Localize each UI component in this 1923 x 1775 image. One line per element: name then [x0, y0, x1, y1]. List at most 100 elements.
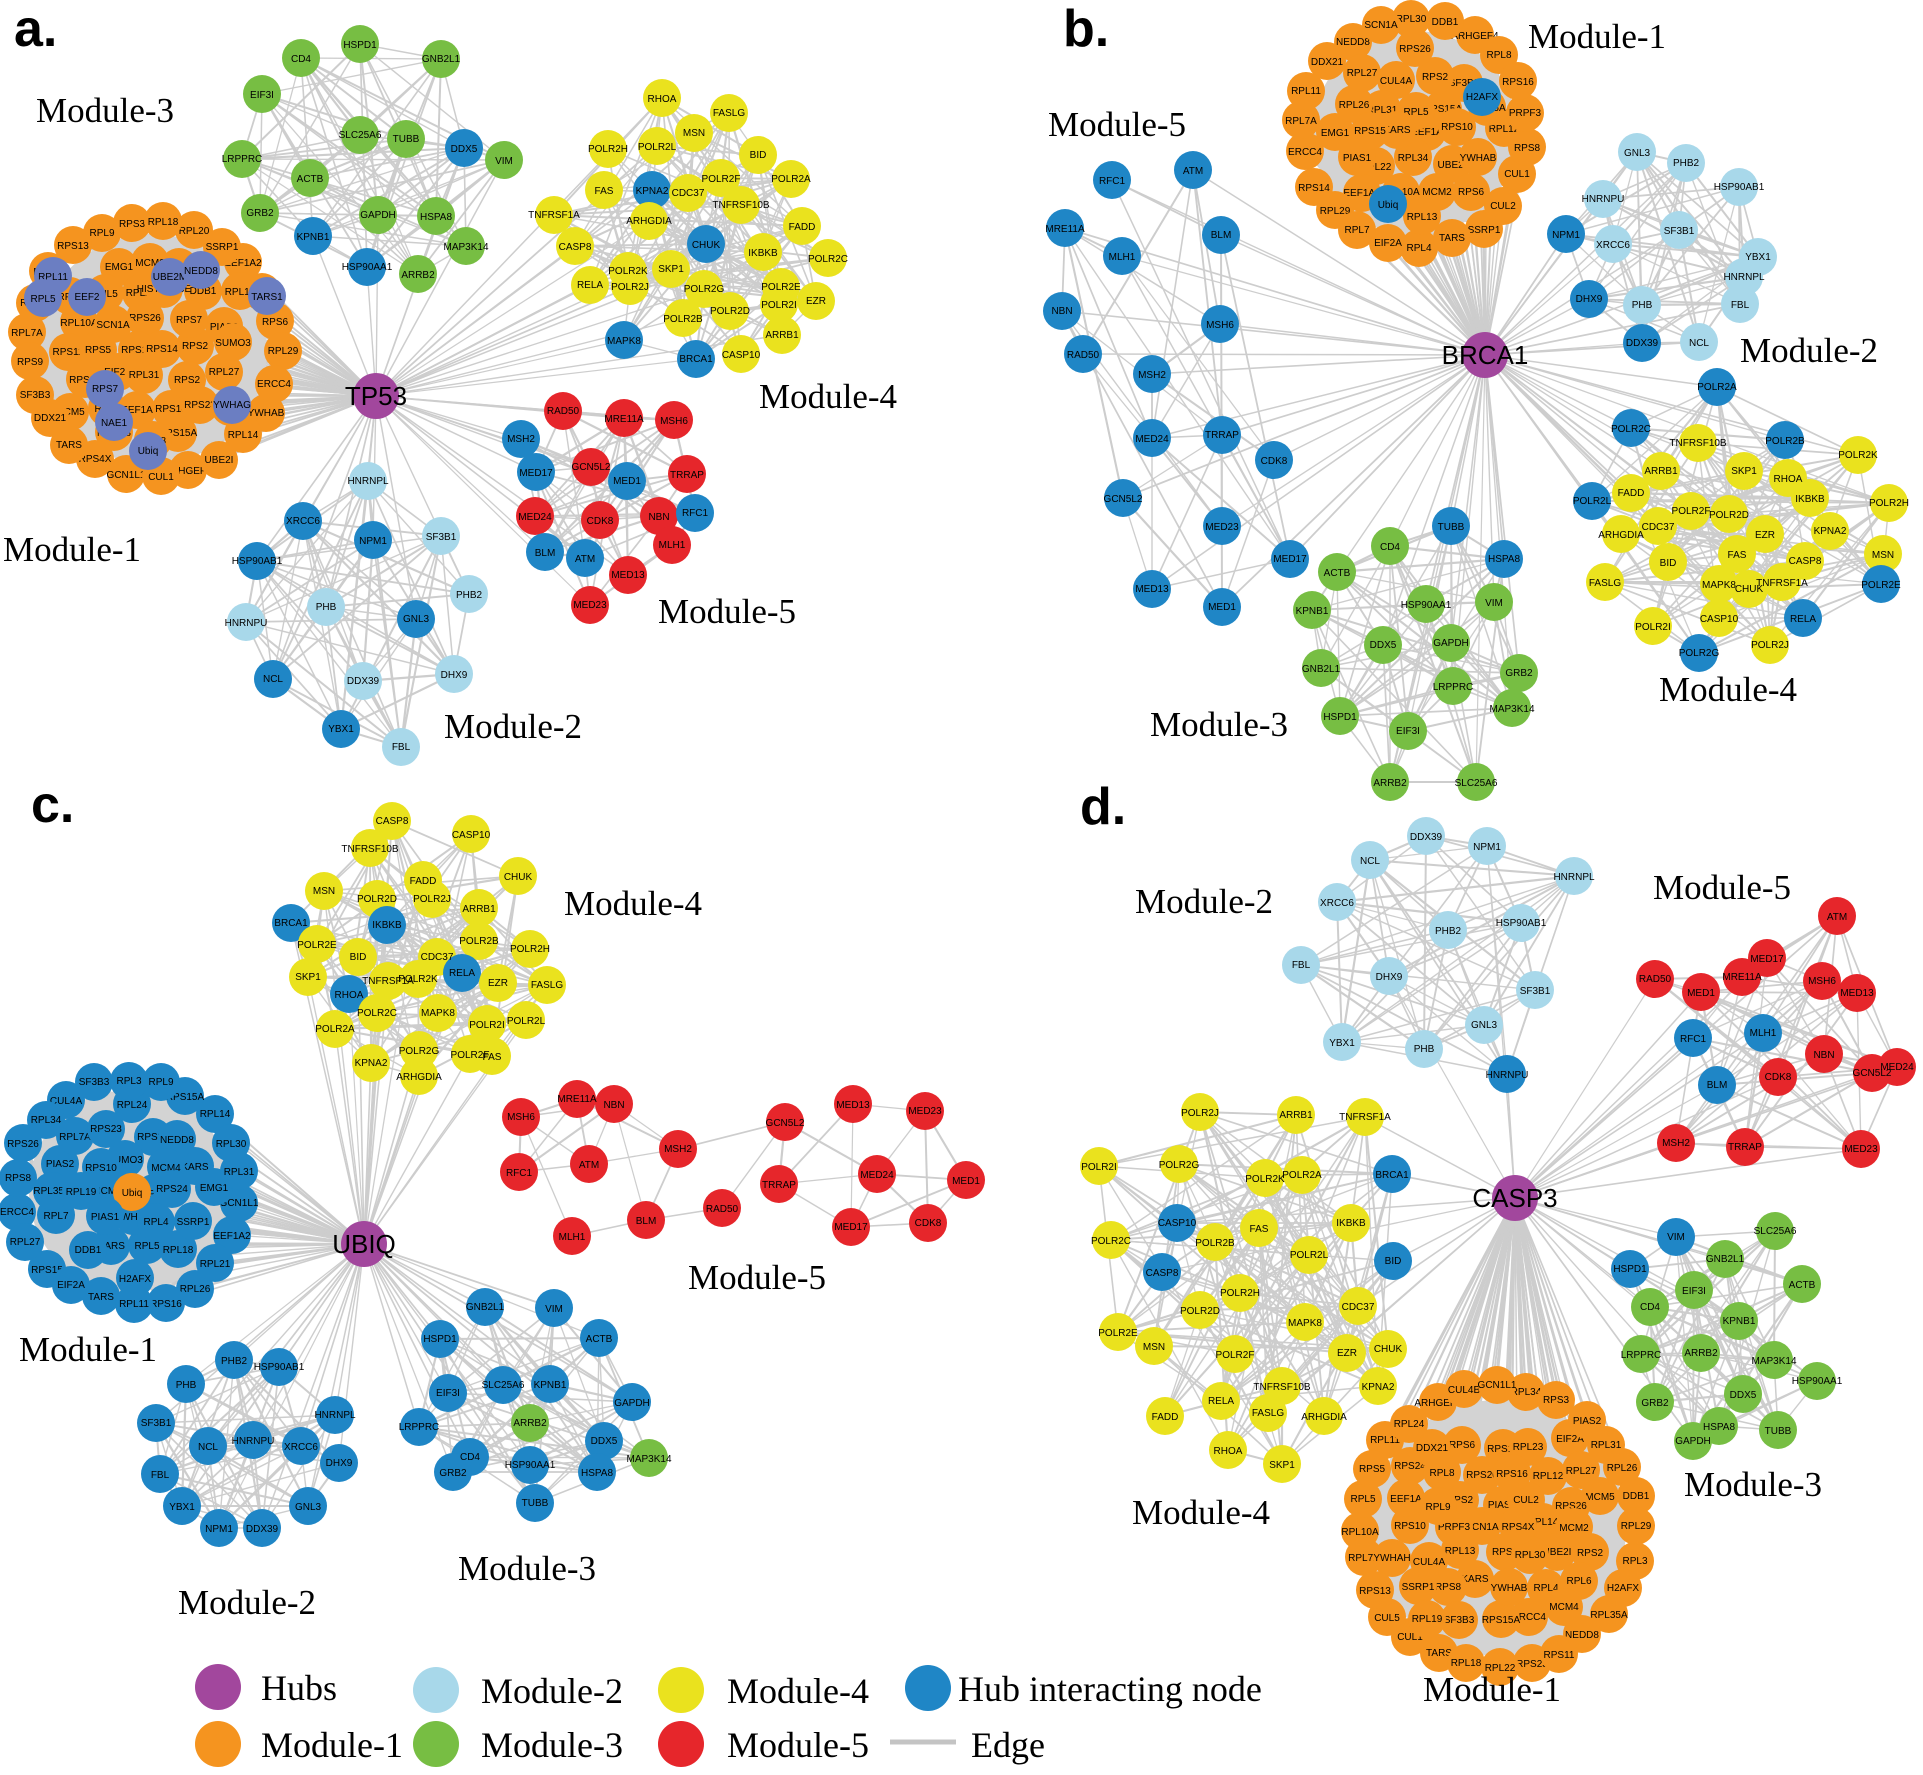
svg-text:RAD50: RAD50: [706, 1204, 739, 1215]
svg-text:MED17: MED17: [1273, 554, 1307, 565]
svg-text:FBL: FBL: [151, 1470, 170, 1481]
svg-text:VIM: VIM: [545, 1304, 563, 1315]
svg-text:RPS2: RPS2: [182, 341, 209, 352]
svg-text:ARRB1: ARRB1: [1279, 1110, 1313, 1121]
svg-text:c.: c.: [31, 776, 74, 834]
svg-text:POLR2B: POLR2B: [663, 314, 703, 325]
svg-text:SF3B1: SF3B1: [1664, 226, 1695, 237]
svg-text:FADD: FADD: [1618, 488, 1645, 499]
svg-text:CUL2: CUL2: [1490, 201, 1516, 212]
svg-text:CUL4A: CUL4A: [1413, 1557, 1446, 1568]
svg-text:DDX39: DDX39: [246, 1524, 279, 1535]
svg-text:IKBKB: IKBKB: [748, 248, 778, 259]
svg-text:RPL31: RPL31: [224, 1167, 255, 1178]
svg-text:YBX1: YBX1: [328, 724, 354, 735]
svg-text:RPL7: RPL7: [1344, 225, 1369, 236]
svg-text:TARS: TARS: [1439, 233, 1465, 244]
svg-text:CDK8: CDK8: [587, 516, 614, 527]
svg-text:MED17: MED17: [834, 1222, 868, 1233]
svg-text:HSPA8: HSPA8: [581, 1468, 613, 1479]
svg-text:Module-2: Module-2: [1135, 882, 1273, 921]
svg-text:PRPF3: PRPF3: [1509, 108, 1542, 119]
svg-text:POLR2K: POLR2K: [398, 974, 438, 985]
svg-text:ARHGDIA: ARHGDIA: [626, 216, 672, 227]
svg-text:NEDD8: NEDD8: [160, 1135, 194, 1146]
svg-text:MED13: MED13: [836, 1100, 870, 1111]
svg-text:BLM: BLM: [636, 1216, 657, 1227]
svg-text:NCL: NCL: [1689, 338, 1709, 349]
svg-text:POLR2A: POLR2A: [1282, 1170, 1322, 1181]
svg-text:FADD: FADD: [1152, 1412, 1179, 1423]
svg-text:EEF1A2: EEF1A2: [213, 1231, 251, 1242]
svg-text:DDB1: DDB1: [1623, 1491, 1650, 1502]
svg-text:BLM: BLM: [535, 548, 556, 559]
svg-text:MED23: MED23: [1205, 522, 1239, 533]
svg-text:RPL18: RPL18: [148, 217, 179, 228]
svg-text:NBN: NBN: [648, 512, 669, 523]
svg-text:RPL12: RPL12: [1489, 124, 1520, 135]
svg-text:NEDD8: NEDD8: [184, 266, 218, 277]
svg-text:RPL18: RPL18: [1451, 1658, 1482, 1669]
svg-text:RPL9: RPL9: [1425, 1502, 1450, 1513]
svg-text:CASP10: CASP10: [1700, 614, 1739, 625]
svg-text:CUL1: CUL1: [1504, 169, 1530, 180]
svg-text:CUL2: CUL2: [1513, 1495, 1539, 1506]
svg-text:RPS13: RPS13: [57, 241, 89, 252]
svg-text:MAP3K14: MAP3K14: [443, 242, 488, 253]
svg-text:GCN5L2: GCN5L2: [572, 462, 611, 473]
svg-text:RPS10: RPS10: [85, 1163, 117, 1174]
svg-text:RPS9: RPS9: [17, 357, 44, 368]
svg-text:Module-1: Module-1: [261, 1725, 403, 1765]
svg-text:YWHAH: YWHAH: [114, 1212, 151, 1223]
svg-text:SLC25A6: SLC25A6: [482, 1380, 525, 1391]
svg-text:RPL5: RPL5: [1403, 107, 1428, 118]
svg-text:SSRP1: SSRP1: [1402, 1582, 1435, 1593]
svg-text:HSPA8: HSPA8: [1703, 1422, 1735, 1433]
svg-text:GNB2L1: GNB2L1: [1302, 664, 1341, 675]
svg-text:EMG1: EMG1: [1321, 128, 1350, 139]
svg-text:EEF1A2: EEF1A2: [224, 258, 262, 269]
svg-text:SKP1: SKP1: [658, 264, 684, 275]
svg-text:MED24: MED24: [1135, 434, 1169, 445]
svg-text:RPL27: RPL27: [10, 1237, 41, 1248]
svg-text:RPL8: RPL8: [1486, 50, 1511, 61]
svg-text:POLR2H: POLR2H: [1869, 498, 1909, 509]
svg-text:BID: BID: [350, 952, 367, 963]
svg-text:Module-3: Module-3: [481, 1725, 623, 1765]
svg-text:POLR2G: POLR2G: [1159, 1160, 1200, 1171]
svg-text:CDK8: CDK8: [1261, 456, 1288, 467]
svg-text:UBE2M: UBE2M: [153, 272, 187, 283]
svg-text:GCN5L2: GCN5L2: [766, 1118, 805, 1129]
svg-text:MED17: MED17: [519, 468, 553, 479]
svg-text:Module-3: Module-3: [1150, 705, 1288, 744]
svg-text:YWHAB: YWHAB: [1491, 1583, 1528, 1594]
svg-text:RPL7A: RPL7A: [1285, 116, 1317, 127]
svg-text:ARRB2: ARRB2: [513, 1418, 547, 1429]
svg-text:POLR2C: POLR2C: [1611, 424, 1651, 435]
svg-text:MED23: MED23: [573, 600, 607, 611]
svg-text:ERCC4: ERCC4: [0, 1207, 34, 1218]
svg-text:TNFRSF1A: TNFRSF1A: [362, 976, 414, 987]
svg-text:POLR2K: POLR2K: [1245, 1174, 1285, 1185]
svg-text:MSH6: MSH6: [1808, 976, 1836, 987]
svg-text:PRPF3: PRPF3: [1438, 1522, 1471, 1533]
svg-text:RAD50: RAD50: [1639, 974, 1672, 985]
svg-text:ERCC4: ERCC4: [1512, 1612, 1546, 1623]
svg-text:DDX39: DDX39: [347, 676, 380, 687]
svg-text:DDX5: DDX5: [1370, 640, 1397, 651]
svg-text:POLR2H: POLR2H: [588, 144, 628, 155]
svg-text:RPS13: RPS13: [1359, 1586, 1391, 1597]
svg-text:ACTB: ACTB: [586, 1334, 613, 1345]
svg-text:MSH2: MSH2: [664, 1144, 692, 1155]
svg-text:RPS5: RPS5: [1359, 1464, 1386, 1475]
svg-text:RPL11: RPL11: [1291, 86, 1321, 97]
svg-text:GCN1L1: GCN1L1: [107, 470, 146, 481]
svg-text:GAPDH: GAPDH: [360, 210, 396, 221]
svg-text:RPS20: RPS20: [1466, 1470, 1498, 1481]
svg-text:VIM: VIM: [495, 156, 513, 167]
svg-text:GNB2L1: GNB2L1: [466, 1302, 505, 1313]
svg-text:KPNA2: KPNA2: [355, 1058, 388, 1069]
svg-text:RPL11: RPL11: [38, 272, 68, 283]
svg-text:EIF2A: EIF2A: [104, 367, 132, 378]
svg-text:POLR2G: POLR2G: [399, 1046, 440, 1057]
